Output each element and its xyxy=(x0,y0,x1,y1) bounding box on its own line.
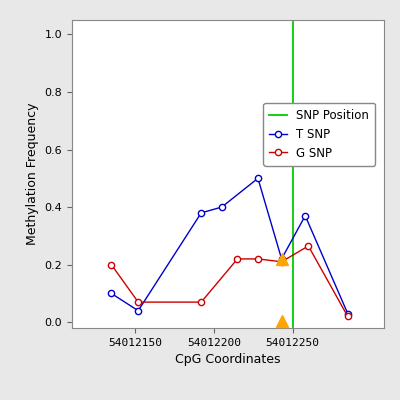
Line: G SNP: G SNP xyxy=(108,243,351,320)
G SNP xyxy=(235,256,240,261)
T SNP xyxy=(279,256,284,261)
T SNP xyxy=(136,308,140,313)
Line: T SNP: T SNP xyxy=(108,175,351,317)
G SNP xyxy=(306,244,311,248)
T SNP xyxy=(345,311,350,316)
G SNP xyxy=(199,300,204,304)
T SNP xyxy=(256,176,260,181)
Y-axis label: Methylation Frequency: Methylation Frequency xyxy=(26,103,39,245)
G SNP xyxy=(109,262,114,267)
T SNP xyxy=(219,205,224,210)
Legend: SNP Position, T SNP, G SNP: SNP Position, T SNP, G SNP xyxy=(263,103,375,166)
X-axis label: CpG Coordinates: CpG Coordinates xyxy=(175,353,281,366)
T SNP xyxy=(199,210,204,215)
G SNP xyxy=(136,300,140,304)
T SNP xyxy=(109,291,114,296)
G SNP xyxy=(345,314,350,319)
G SNP xyxy=(256,256,260,261)
G SNP xyxy=(279,259,284,264)
T SNP xyxy=(303,213,308,218)
